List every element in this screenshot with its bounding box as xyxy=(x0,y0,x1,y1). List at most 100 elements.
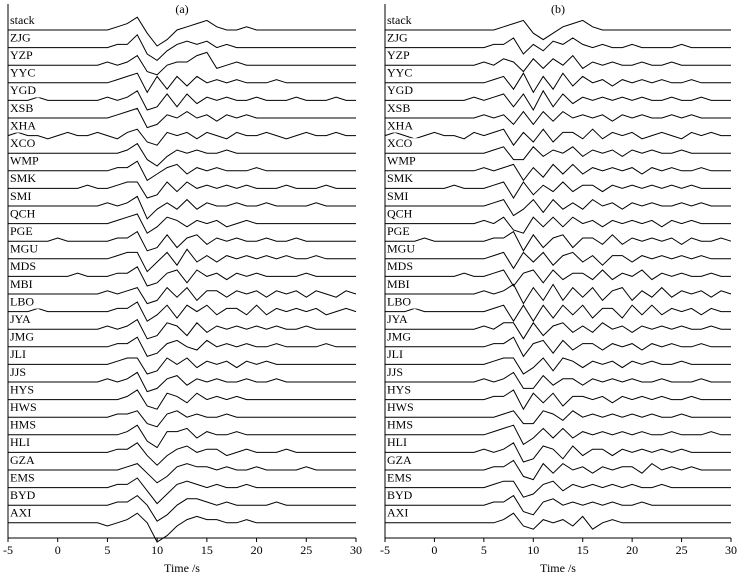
trace xyxy=(8,463,356,484)
x-tick-label: 25 xyxy=(300,543,312,557)
x-tick-label: 30 xyxy=(725,543,737,557)
trace-label: ZJG xyxy=(387,30,408,44)
trace-label: WMP xyxy=(387,154,416,168)
trace-label: QCH xyxy=(387,206,413,220)
label-bg xyxy=(386,50,420,63)
x-tick-label: 15 xyxy=(577,543,589,557)
label-bg xyxy=(386,490,420,503)
trace-label: JMG xyxy=(10,330,34,344)
trace xyxy=(385,512,731,530)
label-bg xyxy=(386,191,420,203)
x-tick-label: 25 xyxy=(676,543,688,557)
trace-label: QCH xyxy=(10,206,36,220)
label-bg xyxy=(386,279,420,291)
label-bg xyxy=(386,120,420,133)
trace xyxy=(385,198,731,217)
label-bg xyxy=(9,120,43,133)
trace xyxy=(385,19,731,41)
x-tick-label: 15 xyxy=(201,543,213,557)
trace-label: HMS xyxy=(387,418,413,432)
trace xyxy=(8,477,356,505)
label-bg xyxy=(9,331,43,344)
trace-label: HWS xyxy=(10,400,37,414)
label-bg xyxy=(9,50,43,63)
trace xyxy=(8,318,356,340)
label-bg xyxy=(386,402,420,415)
trace-label: MDS xyxy=(387,259,413,273)
label-bg xyxy=(386,437,420,450)
trace xyxy=(385,304,731,323)
label-bg xyxy=(386,173,420,186)
label-bg xyxy=(9,490,43,503)
trace xyxy=(385,37,731,55)
x-axis-label: Time /s xyxy=(164,561,200,575)
trace-label: GZA xyxy=(10,453,35,467)
trace-label: JLI xyxy=(10,347,26,361)
trace xyxy=(8,410,356,428)
trace xyxy=(8,336,356,358)
trace xyxy=(8,90,356,111)
trace-label: HYS xyxy=(10,382,34,396)
x-tick-label: 10 xyxy=(151,543,163,557)
label-bg xyxy=(9,67,43,80)
trace xyxy=(8,72,356,94)
trace-label: XHA xyxy=(387,118,413,132)
trace xyxy=(385,72,731,94)
trace-label: YGD xyxy=(387,83,413,97)
label-bg xyxy=(9,138,43,151)
trace xyxy=(8,301,357,322)
x-tick-label: -5 xyxy=(3,543,13,557)
label-bg xyxy=(9,507,43,520)
trace xyxy=(385,163,731,182)
trace-label: ZJG xyxy=(10,30,31,44)
label-bg xyxy=(9,191,43,203)
x-tick-label: 0 xyxy=(55,543,61,557)
trace-label: JJS xyxy=(10,365,26,379)
trace xyxy=(8,181,356,199)
trace-label: XSB xyxy=(387,101,410,115)
trace xyxy=(385,424,731,446)
label-bg xyxy=(386,507,420,520)
label-bg xyxy=(386,208,420,221)
x-tick-label: 5 xyxy=(481,543,487,557)
trace xyxy=(8,266,356,287)
trace-label: YZP xyxy=(387,48,410,62)
label-bg xyxy=(386,226,420,239)
trace-label: YGD xyxy=(10,83,36,97)
trace-label: MDS xyxy=(10,259,36,273)
trace xyxy=(385,371,731,389)
trace-label: stack xyxy=(387,13,412,27)
trace-label: LBO xyxy=(387,294,411,308)
label-bg xyxy=(9,208,43,221)
label-bg xyxy=(9,349,43,362)
trace-label: SMK xyxy=(387,171,413,185)
label-bg xyxy=(386,419,420,432)
trace-label: AXI xyxy=(387,506,408,520)
trace-label: LBO xyxy=(10,294,34,308)
label-bg xyxy=(386,103,420,115)
label-bg xyxy=(9,419,43,432)
trace xyxy=(8,51,356,76)
x-tick-label: 0 xyxy=(431,543,437,557)
label-bg xyxy=(386,138,420,151)
trace xyxy=(8,107,356,129)
trace xyxy=(385,480,731,498)
trace-label: SMK xyxy=(10,171,36,185)
trace xyxy=(385,230,732,252)
x-axis-label: Time /s xyxy=(540,561,576,575)
label-bg xyxy=(9,103,43,115)
label-bg xyxy=(9,155,43,168)
x-tick-label: 20 xyxy=(626,543,638,557)
trace-label: JMG xyxy=(387,330,411,344)
trace-label: XCO xyxy=(387,136,413,150)
trace-label: YZP xyxy=(10,48,33,62)
label-bg xyxy=(386,331,420,344)
trace-label: EMS xyxy=(10,470,35,484)
trace-label: XSB xyxy=(10,101,33,115)
trace xyxy=(384,128,731,147)
trace xyxy=(8,494,356,522)
trace xyxy=(385,389,731,411)
label-bg xyxy=(386,67,420,80)
trace xyxy=(385,110,731,126)
trace xyxy=(385,269,731,287)
